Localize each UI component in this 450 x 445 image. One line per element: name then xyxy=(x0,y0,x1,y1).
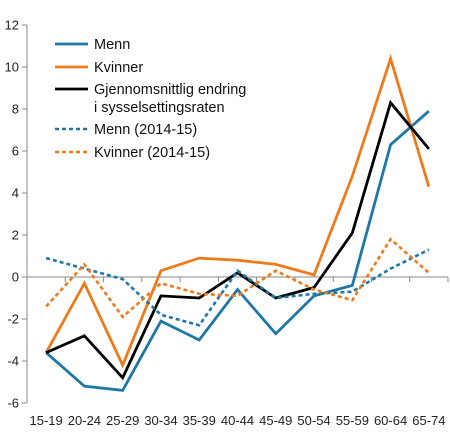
x-tick-label: 45-49 xyxy=(259,413,292,428)
x-tick-label: 35-39 xyxy=(183,413,216,428)
y-tick-label: 0 xyxy=(12,270,19,285)
x-tick-label: 65-74 xyxy=(412,413,445,428)
legend-label: Menn xyxy=(94,37,130,53)
series-line-menn xyxy=(45,110,430,392)
legend-label: Gjennomsnittlig endring xyxy=(94,82,246,98)
y-tick-label: 4 xyxy=(12,186,19,201)
y-tick-label: 10 xyxy=(5,60,19,75)
legend-label: Kvinner (2014-15) xyxy=(94,145,210,161)
series-group xyxy=(44,53,431,392)
x-tick-label: 60-64 xyxy=(374,413,407,428)
legend: Menn Kvinner Gjennomsnittlig endring i syss… xyxy=(55,37,246,161)
x-tick-label: 20-24 xyxy=(68,413,101,428)
y-tick-label: 6 xyxy=(12,144,19,159)
y-tick-label: 2 xyxy=(12,228,19,243)
y-tick-label: 8 xyxy=(12,102,19,117)
y-tick-label: 12 xyxy=(5,18,19,33)
series-line-kvinner-2014-15 xyxy=(45,237,430,319)
x-tick-label: 25-29 xyxy=(106,413,139,428)
y-tick-label: -2 xyxy=(7,312,19,327)
x-tick-label: 15-19 xyxy=(30,413,63,428)
series-line-kvinner xyxy=(44,53,431,369)
axes: -6 -4 -2 0 2 4 6 8 10 12 15-19 20-24 25-29 30-34 35-39… xyxy=(5,18,449,428)
legend-label: Kvinner xyxy=(94,60,143,76)
legend-label: i sysselsettingsraten xyxy=(94,100,225,116)
y-tick-label: -6 xyxy=(7,396,19,411)
series-line-gjennomsnittlig-endring-i-sysselsettingsraten xyxy=(45,99,430,381)
legend-label: Menn (2014-15) xyxy=(94,122,197,138)
x-tick-label: 40-44 xyxy=(221,413,254,428)
x-tick-label: 50-54 xyxy=(297,413,330,428)
series-line-menn-2014-15 xyxy=(45,248,430,327)
x-tick-label: 30-34 xyxy=(144,413,177,428)
x-tick-label: 55-59 xyxy=(336,413,369,428)
y-tick-label: -4 xyxy=(7,354,19,369)
